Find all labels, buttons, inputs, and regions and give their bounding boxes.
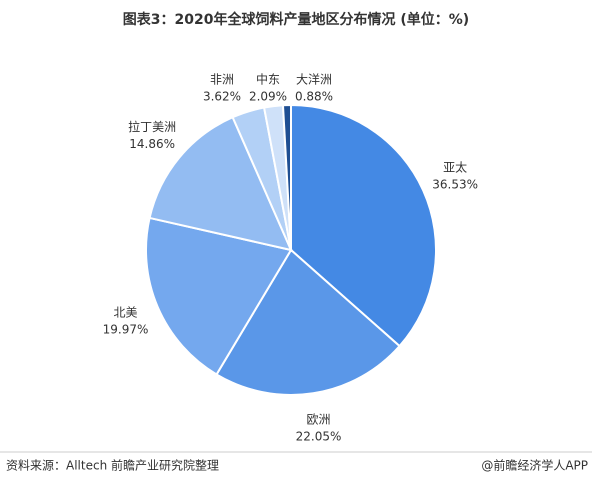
value-label: 36.53% bbox=[432, 178, 478, 192]
pie-slice bbox=[148, 115, 293, 252]
source: 资料来源：Alltech 前瞻产业研究院整理 bbox=[6, 458, 219, 473]
slice-label: 大洋洲 bbox=[296, 72, 332, 87]
slice-label: 欧洲 bbox=[307, 412, 331, 426]
slice-label: 非洲 bbox=[210, 73, 234, 87]
slice-label: 中东 bbox=[256, 72, 280, 87]
value-label: 3.62% bbox=[203, 90, 241, 104]
value-label: 0.88% bbox=[295, 90, 333, 104]
slice-label: 拉丁美洲 bbox=[128, 119, 176, 134]
pie-slice bbox=[281, 103, 292, 251]
value-label: 2.09% bbox=[249, 90, 287, 104]
pie-slice bbox=[145, 216, 293, 376]
value-label: 14.86% bbox=[129, 137, 175, 151]
slice-label: 北美 bbox=[114, 305, 138, 319]
chart-title: 图表3：2020年全球饲料产量地区分布情况 (单位：%) bbox=[123, 11, 469, 28]
pie-slice bbox=[215, 248, 401, 396]
value-label: 22.05% bbox=[296, 429, 342, 443]
credit: @前瞻经济学人APP bbox=[481, 458, 588, 473]
value-label: 19.97% bbox=[103, 322, 149, 336]
slice-label: 亚太 bbox=[443, 160, 467, 175]
pie-slice bbox=[290, 103, 437, 348]
